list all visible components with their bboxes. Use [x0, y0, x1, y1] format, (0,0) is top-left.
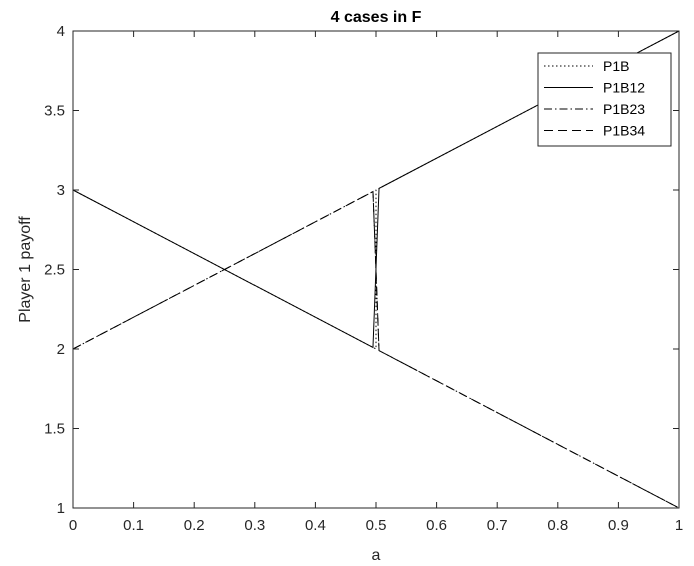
series-line-p1b34 [72, 190, 680, 509]
x-tick-label: 0.3 [244, 517, 265, 534]
legend-label: P1B23 [603, 101, 645, 117]
x-axis: 0 0.1 0.2 0.3 0.4 0.5 0.6 0.7 0.8 0.9 1 [69, 31, 683, 534]
y-tick-label: 2 [57, 341, 65, 358]
legend: P1B P1B12 P1B23 P1B34 [537, 52, 672, 147]
x-axis-title: a [372, 547, 381, 564]
y-tick-label: 3 [57, 182, 65, 199]
x-tick-label: 0.4 [305, 517, 326, 534]
x-tick-label: 0.1 [123, 517, 144, 534]
legend-label: P1B [603, 58, 629, 74]
y-tick-label: 1 [57, 500, 65, 517]
x-tick-label: 0.8 [547, 517, 568, 534]
y-tick-label: 4 [57, 23, 65, 40]
x-tick-label: 0.5 [366, 517, 387, 534]
x-tick-label: 0.6 [426, 517, 447, 534]
y-tick-label: 3.5 [44, 103, 65, 120]
x-tick-label: 0 [69, 517, 77, 534]
x-tick-label: 0.2 [184, 517, 205, 534]
y-tick-label: 1.5 [44, 421, 65, 438]
x-tick-label: 0.9 [608, 517, 629, 534]
legend-label: P1B34 [603, 123, 645, 139]
x-tick-label: 0.7 [487, 517, 508, 534]
plot-lines [72, 30, 680, 509]
y-axis: 1 1.5 2 2.5 3 3.5 4 [44, 23, 679, 517]
x-tick-label: 1 [675, 517, 683, 534]
y-axis-title: Player 1 payoff [17, 216, 34, 323]
series-line-p1b23 [72, 190, 680, 509]
legend-label: P1B12 [603, 80, 645, 96]
chart-title: 4 cases in F [331, 9, 422, 26]
y-tick-label: 2.5 [44, 262, 65, 279]
